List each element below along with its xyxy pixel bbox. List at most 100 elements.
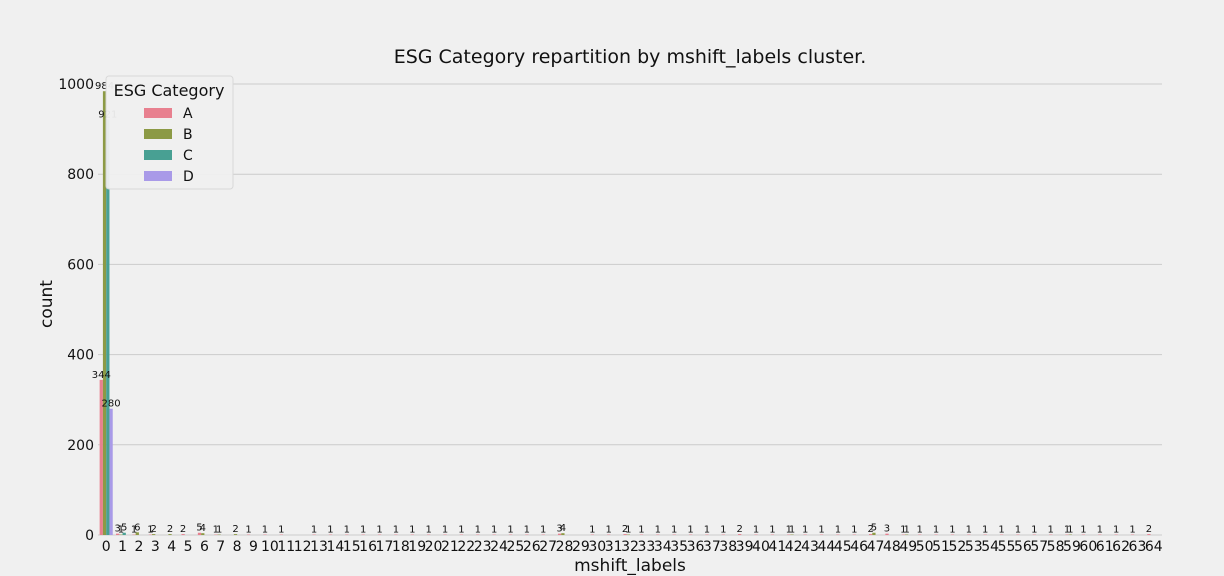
bar-C-0 (106, 119, 110, 535)
y-axis-ticks: 0 200 400 600 800 1000 (58, 77, 94, 544)
x-tick-label: 27 (539, 539, 557, 555)
x-tick-label: 21 (441, 539, 459, 555)
data-label: 1 (327, 525, 333, 536)
data-label: 280 (102, 399, 121, 410)
x-tick-label: 45 (834, 539, 852, 555)
data-label: 1 (1015, 525, 1021, 536)
x-tick-label: 29 (572, 539, 590, 555)
x-tick-label: 16 (359, 539, 377, 555)
x-tick-label: 2 (134, 539, 143, 555)
data-label: 1 (507, 525, 513, 536)
data-label: 5 (871, 523, 877, 534)
x-tick-label: 49 (899, 539, 917, 555)
x-tick-label: 6 (200, 539, 209, 555)
x-tick-label: 58 (1047, 539, 1065, 555)
x-axis-ticks: 0 1 2 3 4 5 6 7 8 9 101112131415161718192021222324… (102, 539, 1163, 555)
data-label: 2 (1146, 524, 1152, 535)
data-label: 1 (900, 525, 906, 536)
x-tick-label: 50 (916, 539, 934, 555)
data-label: 1 (216, 525, 222, 536)
data-label: 3 (556, 524, 562, 535)
data-label: 1 (835, 525, 841, 536)
x-tick-label: 63 (1129, 539, 1147, 555)
data-label: 2 (232, 524, 238, 535)
x-tick-label: 52 (948, 539, 966, 555)
data-label: 1 (524, 525, 530, 536)
bar-A-28 (557, 533, 562, 535)
chart-title: ESG Category repartition by mshift_label… (394, 46, 867, 68)
data-label: 984 (95, 81, 114, 92)
bar-B-8 (233, 534, 238, 535)
x-tick-label: 42 (785, 539, 803, 555)
bar-A-48 (885, 533, 889, 535)
data-label: 6 (134, 522, 140, 533)
x-tick-label: 31 (605, 539, 623, 555)
data-label: 1 (491, 525, 497, 536)
legend-label-B: B (183, 127, 193, 143)
data-label: 1 (982, 525, 988, 536)
data-label: 2 (622, 524, 628, 535)
bar-A-5 (181, 534, 185, 535)
x-tick-label: 35 (670, 539, 688, 555)
x-tick-label: 44 (818, 539, 836, 555)
data-label: 1 (409, 525, 415, 536)
bar-B-28 (561, 533, 565, 535)
y-tick-label: 600 (67, 257, 94, 273)
data-label: 1 (769, 525, 775, 536)
x-tick-label: 34 (654, 539, 672, 555)
bar-B-3 (152, 534, 156, 535)
data-label: 1 (720, 525, 726, 536)
x-tick-label: 48 (883, 539, 901, 555)
data-label: 1 (1064, 525, 1070, 536)
legend-swatch-C (144, 150, 172, 160)
data-label: 3 (884, 524, 890, 535)
y-tick-label: 800 (67, 167, 94, 183)
data-labels: 3449849212803151612225411211111111111111… (92, 81, 1152, 535)
data-label: 1 (344, 525, 350, 536)
data-label: 1 (1067, 525, 1073, 536)
x-tick-label: 7 (216, 539, 225, 555)
x-tick-label: 20 (425, 539, 443, 555)
data-label: 1 (393, 525, 399, 536)
x-tick-label: 61 (1096, 539, 1114, 555)
x-tick-label: 28 (556, 539, 574, 555)
x-tick-label: 17 (376, 539, 394, 555)
bar-B-0 (102, 91, 107, 535)
y-tick-label: 400 (67, 348, 94, 364)
data-label: 1 (458, 525, 464, 536)
data-label: 1 (903, 525, 909, 536)
x-tick-label: 60 (1079, 539, 1097, 555)
x-axis-label: mshift_labels (574, 556, 686, 576)
y-tick-label: 200 (67, 438, 94, 454)
x-tick-label: 1 (118, 539, 127, 555)
x-tick-label: 38 (719, 539, 737, 555)
data-label: 1 (1080, 525, 1086, 536)
x-tick-label: 8 (233, 539, 242, 555)
x-tick-label: 22 (457, 539, 475, 555)
x-tick-label: 14 (326, 539, 344, 555)
x-tick-label: 55 (998, 539, 1016, 555)
x-tick-label: 11 (277, 539, 295, 555)
x-tick-label: 13 (310, 539, 328, 555)
data-label: 1 (475, 525, 481, 536)
data-label: 1 (786, 525, 792, 536)
x-tick-label: 41 (768, 539, 786, 555)
data-label: 1 (1031, 525, 1037, 536)
bar-A-64 (1147, 534, 1151, 535)
x-tick-label: 3 (151, 539, 160, 555)
data-label: 1 (311, 525, 317, 536)
data-label: 1 (262, 525, 268, 536)
x-tick-label: 24 (490, 539, 508, 555)
data-label: 1 (917, 525, 923, 536)
x-tick-label: 25 (507, 539, 525, 555)
data-label: 1 (213, 525, 219, 536)
data-label: 1 (933, 525, 939, 536)
x-tick-label: 56 (1014, 539, 1032, 555)
data-label: 1 (687, 525, 693, 536)
data-label: 1 (1048, 525, 1054, 536)
data-label: 2 (150, 524, 156, 535)
data-label: 1 (376, 525, 382, 536)
